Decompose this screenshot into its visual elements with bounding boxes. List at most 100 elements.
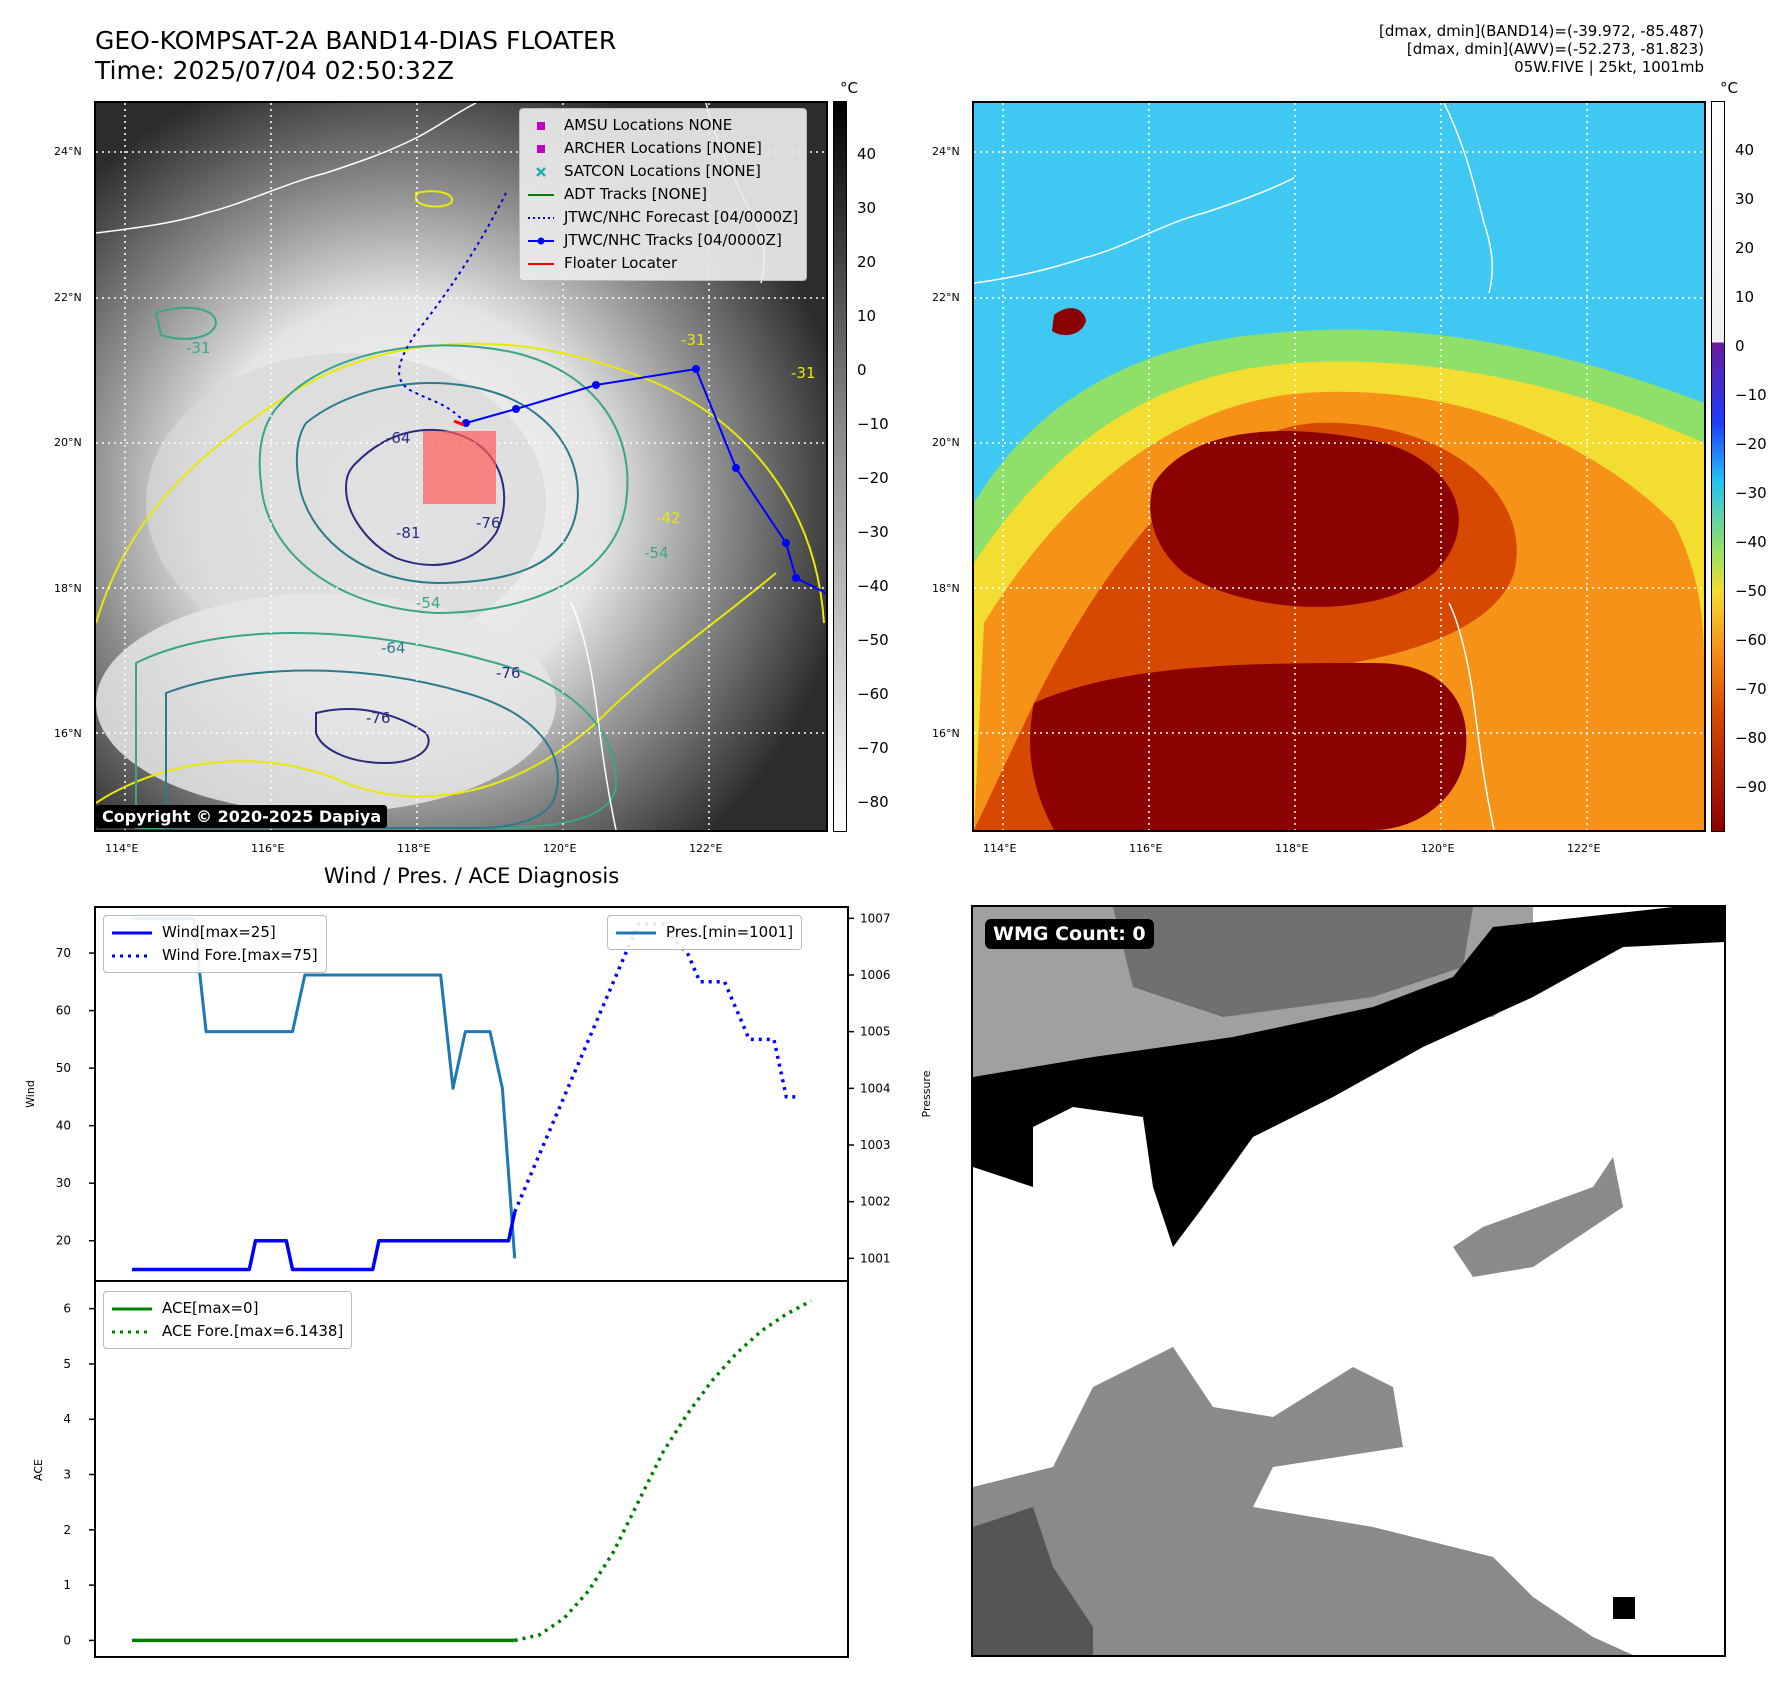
y-tick-label: 1 xyxy=(63,1578,71,1592)
series-line xyxy=(132,916,517,1259)
awv-range: [dmax, dmin](AWV)=(-52.273, -81.823) xyxy=(1406,40,1704,58)
lat-label: 24°N xyxy=(54,145,82,158)
y-tick-label: 1003 xyxy=(860,1138,891,1152)
y-tick-label: 4 xyxy=(63,1412,71,1426)
lon-label: 116°E xyxy=(251,842,285,855)
legend-entry: SATCON Locations [NONE] xyxy=(528,160,798,183)
contour-label: -54 xyxy=(644,544,669,562)
ir-colorbar-tick: −10 xyxy=(857,415,889,433)
legend-label: ARCHER Locations [NONE] xyxy=(564,139,762,157)
awv-image-panel[interactable] xyxy=(972,101,1706,832)
diagnosis-title: Wind / Pres. / ACE Diagnosis xyxy=(323,864,620,888)
ir-image-panel[interactable]: -31 -31 -54 -54 -64 -64 -76 -81 -76 -76 … xyxy=(94,101,828,832)
awv-colorbar-unit: °C xyxy=(1720,79,1738,97)
legend-label: ADT Tracks [NONE] xyxy=(564,185,708,203)
awv-colorbar-tick: −80 xyxy=(1735,729,1767,747)
wmg-panel[interactable]: WMG Count: 0 xyxy=(971,905,1726,1657)
legend-entry: JTWC/NHC Forecast [04/0000Z] xyxy=(528,206,798,229)
series-line xyxy=(514,1299,812,1643)
lat-label: 18°N xyxy=(54,582,82,595)
legend-label: Wind[max=25] xyxy=(162,923,276,941)
legend-label: ACE Fore.[max=6.1438] xyxy=(162,1322,344,1340)
legend-label: SATCON Locations [NONE] xyxy=(564,162,761,180)
lon-label: 122°E xyxy=(1567,842,1601,855)
legend-entry: AMSU Locations NONE xyxy=(528,114,798,137)
legend-entry: ADT Tracks [NONE] xyxy=(528,183,798,206)
legend-entry: Wind[max=25] xyxy=(112,921,318,944)
legend-entry: ACE[max=0] xyxy=(112,1297,343,1320)
legend-label: AMSU Locations NONE xyxy=(564,116,733,134)
y-tick-label: 1006 xyxy=(860,968,891,982)
awv-colorbar-tick: 40 xyxy=(1735,141,1755,159)
y-tick-label: 1007 xyxy=(860,911,891,925)
lon-label: 116°E xyxy=(1129,842,1163,855)
ir-image: -31 -31 -54 -54 -64 -64 -76 -81 -76 -76 … xyxy=(96,103,826,830)
lon-label: 120°E xyxy=(1421,842,1455,855)
legend-label: JTWC/NHC Tracks [04/0000Z] xyxy=(564,231,782,249)
lon-label: 118°E xyxy=(397,842,431,855)
contour-label: -42 xyxy=(656,509,681,527)
legend-label: Floater Locater xyxy=(564,254,678,272)
y-tick-label: 50 xyxy=(56,1061,71,1075)
y-tick-label: 0 xyxy=(63,1633,71,1647)
legend-entry: Wind Fore.[max=75] xyxy=(112,944,318,967)
awv-image xyxy=(974,103,1704,830)
legend-label: Wind Fore.[max=75] xyxy=(162,946,318,964)
lon-label: 118°E xyxy=(1275,842,1309,855)
ace-legend: ACE[max=0] ACE Fore.[max=6.1438] xyxy=(103,1291,353,1349)
ir-colorbar-tick: −40 xyxy=(857,577,889,595)
storm-info: [dmax, dmin](BAND14)=(-39.972, -85.487) … xyxy=(1104,22,1704,76)
y-tick-label: 1001 xyxy=(860,1251,891,1265)
legend-entry: Floater Locater xyxy=(528,252,798,275)
contour-label: -64 xyxy=(381,639,406,657)
ir-colorbar-tick: −60 xyxy=(857,685,889,703)
awv-colorbar-tick: −50 xyxy=(1735,582,1767,600)
y-tick-label: 1002 xyxy=(860,1195,891,1209)
legend-entry: JTWC/NHC Tracks [04/0000Z] xyxy=(528,229,798,252)
y-tick-label: 1004 xyxy=(860,1081,891,1095)
legend-label: Pres.[min=1001] xyxy=(666,923,794,941)
y-tick-label: 60 xyxy=(56,1004,71,1018)
y-tick-label: 5 xyxy=(63,1357,71,1371)
contour-label: -76 xyxy=(366,709,391,727)
y-tick-label: 20 xyxy=(56,1234,71,1248)
title-line-2: Time: 2025/07/04 02:50:32Z xyxy=(95,56,454,85)
contour-label: -76 xyxy=(496,664,521,682)
legend-entry: ACE Fore.[max=6.1438] xyxy=(112,1320,343,1343)
y-tick-label: 1005 xyxy=(860,1025,891,1039)
pressure-axis-label: Pressure xyxy=(920,1070,933,1117)
y-tick-label: 3 xyxy=(63,1468,71,1482)
lon-label: 114°E xyxy=(105,842,139,855)
lat-label: 20°N xyxy=(54,436,82,449)
lon-label: 120°E xyxy=(543,842,577,855)
lat-label: 18°N xyxy=(932,582,960,595)
ace-axis-label: ACE xyxy=(32,1459,45,1481)
awv-colorbar-tick: −30 xyxy=(1735,484,1767,502)
y-tick-label: 30 xyxy=(56,1176,71,1190)
storm-summary: 05W.FIVE | 25kt, 1001mb xyxy=(1514,58,1704,76)
awv-colorbar-tick: −70 xyxy=(1735,680,1767,698)
wmg-image xyxy=(973,907,1724,1655)
ir-colorbar-tick: 20 xyxy=(857,253,877,271)
ir-colorbar-tick: −20 xyxy=(857,469,889,487)
lat-label: 20°N xyxy=(932,436,960,449)
awv-colorbar-tick: 20 xyxy=(1735,239,1755,257)
contour-label: -31 xyxy=(186,339,211,357)
awv-colorbar-tick: −90 xyxy=(1735,778,1767,796)
lon-label: 122°E xyxy=(689,842,723,855)
ir-colorbar xyxy=(833,101,847,832)
wind-legend: Wind[max=25] Wind Fore.[max=75] xyxy=(103,915,327,973)
series-line xyxy=(132,1211,517,1272)
contour-label: -81 xyxy=(396,524,421,542)
wmg-count: WMG Count: 0 xyxy=(985,919,1154,949)
lat-label: 22°N xyxy=(54,291,82,304)
ir-colorbar-tick: 30 xyxy=(857,199,877,217)
ir-colorbar-tick: −50 xyxy=(857,631,889,649)
ir-colorbar-tick: 0 xyxy=(857,361,867,379)
awv-colorbar-tick: 30 xyxy=(1735,190,1755,208)
legend-entry: Pres.[min=1001] xyxy=(616,921,793,944)
lon-label: 114°E xyxy=(983,842,1017,855)
figure-title: GEO-KOMPSAT-2A BAND14-DIAS FLOATER Time:… xyxy=(95,26,616,86)
copyright: Copyright © 2020-2025 Dapiya xyxy=(96,805,388,828)
awv-colorbar-tick: −10 xyxy=(1735,386,1767,404)
